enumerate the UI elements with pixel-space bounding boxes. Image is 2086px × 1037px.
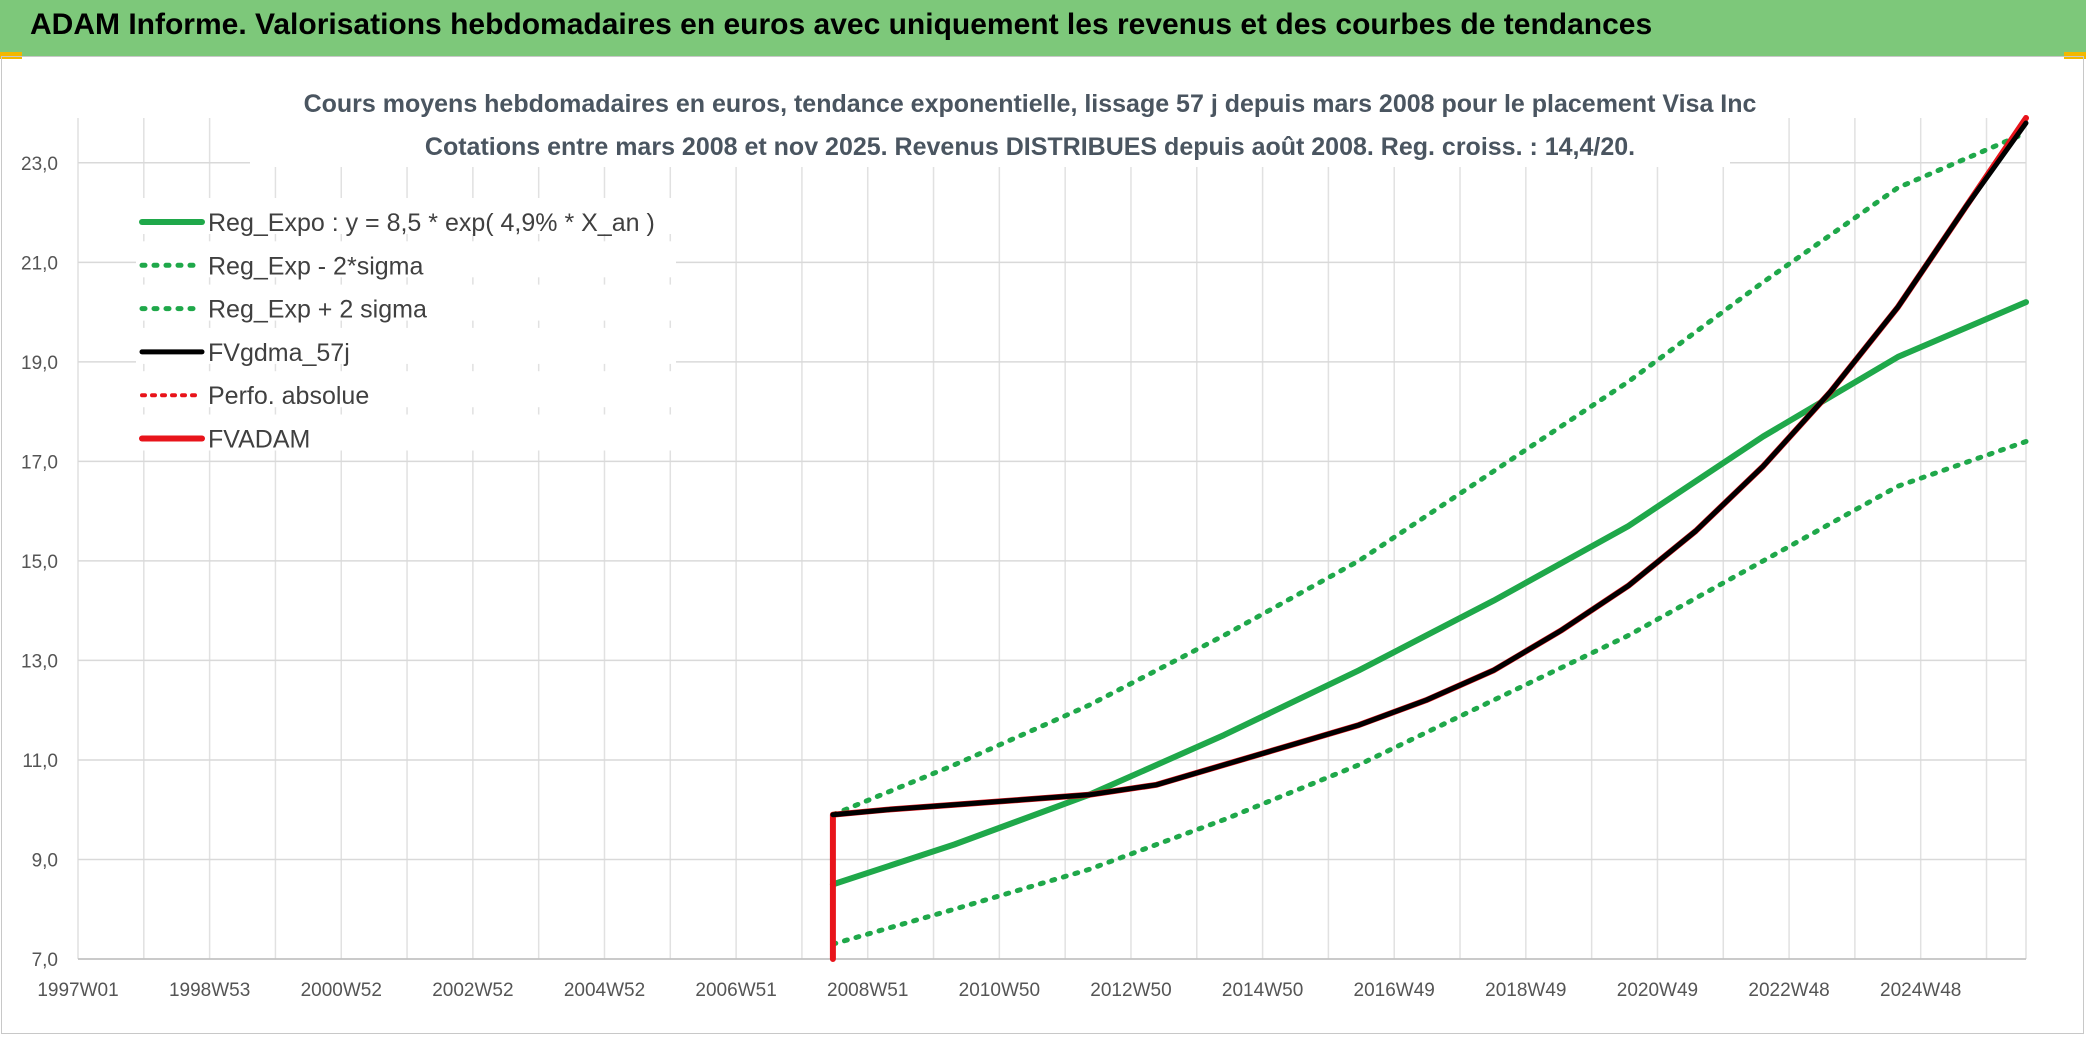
tick-labels: 1997W01 1998W53 2000W52 2002W52 2004W52 2006W… (21, 154, 1961, 1001)
legend-label-0: Reg_Expo : y = 8,5 * exp( 4,9% * X_an ) (208, 209, 655, 237)
legend-entry-bg (136, 327, 676, 364)
legend-label-2: Reg_Exp + 2 sigma (208, 296, 427, 324)
x-tick-label: 1997W01 (37, 980, 118, 1001)
series-layer (829, 115, 2029, 962)
chart-title: Cours moyens hebdomadaires en euros, ten… (304, 90, 1757, 118)
legend-entry-bg (136, 284, 676, 321)
x-tick-label: 2020W49 (1617, 980, 1698, 1001)
chart-subtitle: Cotations entre mars 2008 et nov 2025. R… (425, 133, 1635, 161)
series-line-2 (830, 130, 2029, 818)
legend: Reg_Expo : y = 8,5 * exp( 4,9% * X_an ) R… (136, 198, 676, 454)
title-background (250, 82, 1730, 167)
y-tick-label: 15,0 (21, 552, 58, 573)
legend-label-3: FVgdma_57j (208, 339, 350, 367)
x-tick-label: 2002W52 (432, 980, 513, 1001)
legend-entry-bg (136, 371, 676, 408)
series-line-1 (830, 439, 2029, 947)
x-tick-label: 2014W50 (1222, 980, 1303, 1001)
series-line-5 (829, 115, 2029, 962)
x-tick-label: 2010W50 (959, 980, 1040, 1001)
y-tick-label: 21,0 (21, 253, 58, 274)
x-tick-label: 2018W49 (1485, 980, 1566, 1001)
x-tick-label: 2008W51 (827, 980, 908, 1001)
legend-label-5: FVADAM (208, 426, 310, 454)
x-tick-label: 2006W51 (695, 980, 776, 1001)
y-tick-label: 23,0 (21, 154, 58, 175)
y-tick-label: 13,0 (21, 651, 58, 672)
x-tick-label: 2024W48 (1880, 980, 1961, 1001)
legend-entry-bg (136, 198, 676, 234)
x-tick-label: 2022W48 (1748, 980, 1829, 1001)
y-tick-label: 11,0 (22, 751, 58, 772)
y-tick-label: 7,0 (32, 950, 58, 971)
corner-marker-left (0, 52, 22, 59)
legend-entry-bg (136, 414, 676, 451)
chart-frame (1, 56, 2084, 1034)
page-title: ADAM Informe. Valorisations hebdomadaire… (30, 8, 1653, 41)
legend-label-4: Perfo. absolue (208, 382, 369, 410)
header-banner: ADAM Informe. Valorisations hebdomadaire… (0, 0, 2086, 56)
corner-marker-right (2064, 52, 2086, 59)
y-tick-label: 19,0 (21, 353, 58, 374)
series-line-3 (830, 120, 2029, 818)
x-tick-label: 2016W49 (1354, 980, 1435, 1001)
legend-label-1: Reg_Exp - 2*sigma (208, 252, 423, 280)
x-tick-label: 2004W52 (564, 980, 645, 1001)
y-tick-label: 9,0 (32, 850, 58, 871)
x-tick-label: 2000W52 (301, 980, 382, 1001)
y-tick-label: 17,0 (21, 452, 58, 473)
legend-entry-bg (136, 241, 676, 278)
x-tick-label: 1998W53 (169, 980, 250, 1001)
series-line-0 (829, 299, 2029, 888)
x-tick-label: 2012W50 (1090, 980, 1171, 1001)
